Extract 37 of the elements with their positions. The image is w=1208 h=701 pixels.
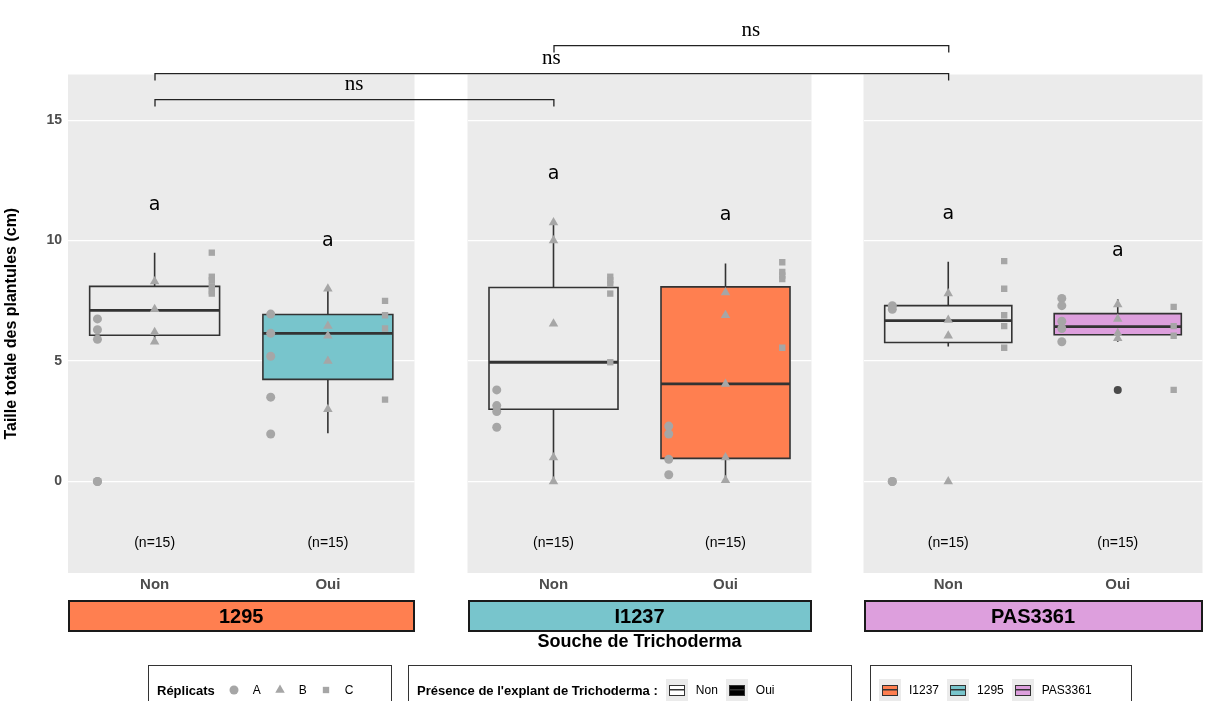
- legend-label: B: [298, 683, 307, 697]
- legend-title: Présence de l'explant de Trichoderma :: [417, 682, 658, 698]
- x-tick-label: Non: [140, 575, 170, 593]
- y-axis-title: Taille totale des plantules (cm): [2, 207, 20, 440]
- x-tick-label: Non: [933, 575, 963, 593]
- legend-label: A: [252, 683, 261, 697]
- x-tick-label: Non: [538, 575, 569, 593]
- text: PAS3361: [1041, 683, 1092, 697]
- y-tick-label: 15: [46, 111, 63, 128]
- text: ns: [542, 45, 561, 70]
- text: ns: [741, 17, 761, 41]
- legend-label: C: [344, 683, 354, 697]
- text: 1295: [977, 683, 1004, 697]
- annotation: (n=15): [533, 533, 574, 550]
- annotation: (n=15): [307, 533, 349, 550]
- y-tick-label: 5: [54, 351, 63, 368]
- annotation: (n=15): [134, 533, 176, 550]
- x-tick-label: Oui: [1105, 575, 1131, 593]
- annotation: a: [1111, 238, 1124, 261]
- annotation: ns: [344, 71, 364, 96]
- x-tick-label: Oui: [713, 575, 738, 593]
- legend-title: Réplicats: [157, 682, 215, 698]
- annotation: a: [322, 227, 334, 250]
- text: Oui: [755, 683, 775, 697]
- annotation: (n=15): [1097, 533, 1139, 550]
- x-tick-label: Oui: [315, 575, 341, 593]
- text: I1237: [909, 683, 940, 697]
- annotation: a: [148, 191, 161, 214]
- text: Non: [695, 683, 718, 697]
- y-tick-label: 10: [46, 231, 63, 248]
- annotation: a: [547, 161, 560, 184]
- annotation: (n=15): [927, 533, 969, 550]
- annotation: a: [719, 202, 732, 225]
- y-tick-label: 0: [54, 472, 63, 489]
- x-axis-title: Souche de Trichoderma: [536, 631, 743, 652]
- annotation: a: [942, 200, 955, 223]
- annotation: (n=15): [705, 533, 746, 550]
